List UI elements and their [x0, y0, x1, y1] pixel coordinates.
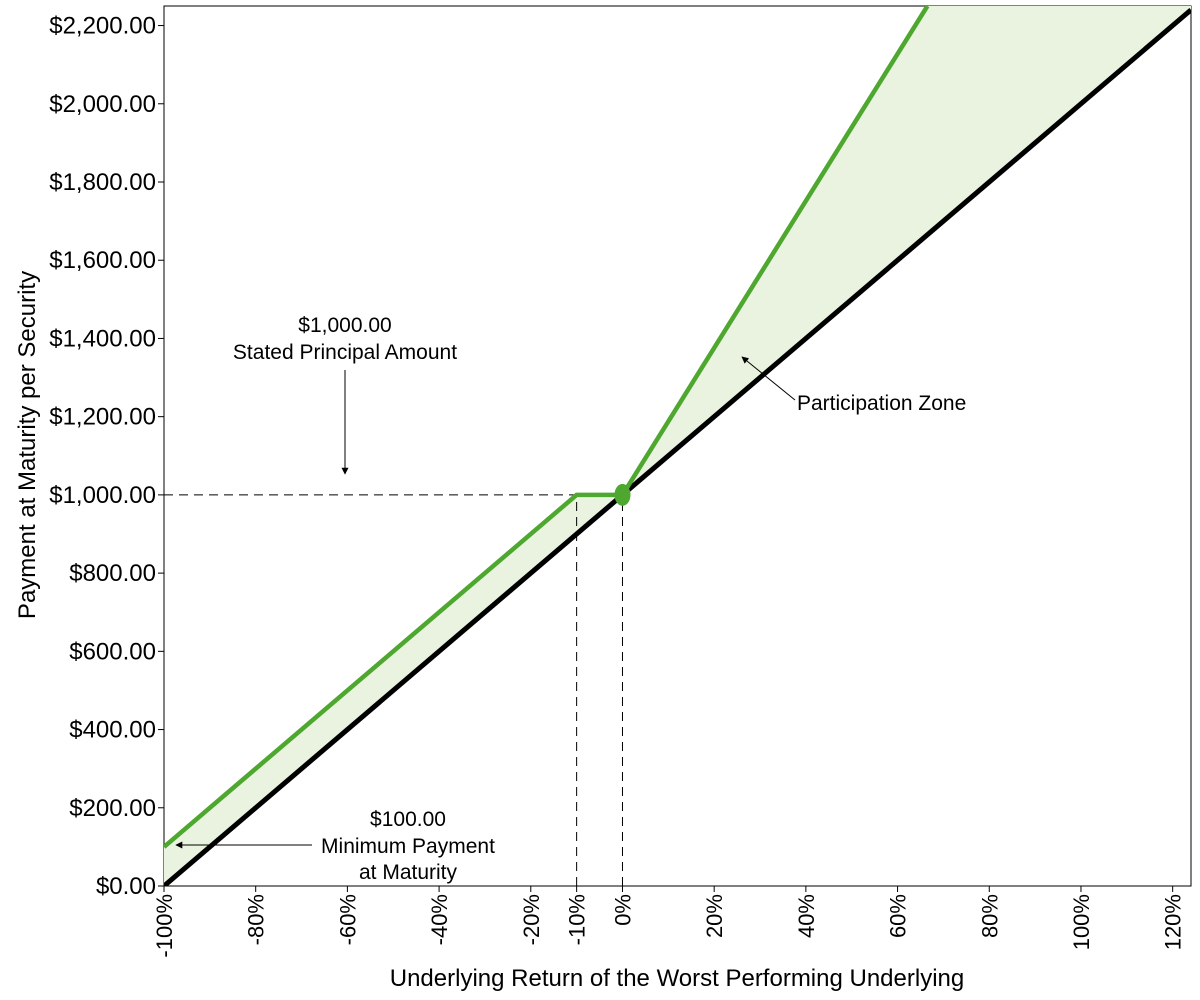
annotation-principal-value: $1,000.00: [298, 314, 391, 337]
y-tick-label: $400.00: [69, 717, 156, 744]
x-tick-label: -20%: [519, 894, 544, 945]
y-axis-title: Payment at Maturity per Security: [14, 271, 41, 619]
x-tick-label: 40%: [794, 894, 819, 938]
underlying-return-line: [164, 6, 930, 849]
y-tick-label: $800.00: [69, 560, 156, 587]
y-tick-label: $2,000.00: [49, 91, 156, 118]
y-tick-label: $1,800.00: [49, 169, 156, 196]
annotation-minimum-value: $100.00: [370, 808, 446, 831]
annotation-principal-label: Stated Principal Amount: [233, 341, 457, 364]
y-tick-label: $1,600.00: [49, 247, 156, 274]
annotation-minimum: $100.00 Minimum Payment at Maturity: [175, 808, 495, 884]
y-tick-label: $200.00: [69, 795, 156, 822]
y-tick-label: $1,400.00: [49, 325, 156, 352]
annotation-participation-label: Participation Zone: [797, 392, 966, 415]
annotation-minimum-label-2: at Maturity: [359, 861, 458, 884]
annotation-minimum-label: Minimum Payment: [321, 835, 495, 858]
x-axis-title: Underlying Return of the Worst Performin…: [390, 965, 964, 992]
annotation-participation: Participation Zone: [741, 356, 966, 415]
x-tick-label: -80%: [244, 894, 269, 945]
y-tick-label: $1,000.00: [49, 482, 156, 509]
x-tick-label: 20%: [702, 894, 727, 938]
reference-lines: [164, 494, 623, 886]
security-payoff-line: [164, 7, 1191, 886]
y-tick-label: $0.00: [96, 873, 156, 900]
initial-value-marker: [614, 483, 631, 506]
x-tick-label: 100%: [1069, 894, 1094, 950]
x-tick-label: 80%: [977, 894, 1002, 938]
x-tick-label: -10%: [565, 894, 590, 945]
x-tick-label: 0%: [610, 894, 635, 926]
y-tick-label: $600.00: [69, 638, 156, 665]
x-tick-label: 60%: [886, 894, 911, 938]
x-tick-label: -40%: [427, 894, 452, 945]
x-tick-label: -60%: [335, 894, 360, 945]
annotation-participation-arrow: [741, 356, 796, 401]
y-axis-ticks: $0.00 $200.00 $400.00 $600.00 $800.00 $1,000.…: [49, 13, 164, 900]
y-tick-label: $2,200.00: [49, 13, 156, 40]
x-axis-ticks: -100% -80% -60% -40% -20% -10% 0% 20% 40% 60% 80% 1…: [152, 886, 1186, 958]
y-tick-label: $1,200.00: [49, 404, 156, 431]
x-tick-label: -100%: [152, 894, 177, 958]
x-tick-label: 120%: [1161, 894, 1186, 950]
annotation-principal: $1,000.00 Stated Principal Amount: [233, 314, 457, 475]
